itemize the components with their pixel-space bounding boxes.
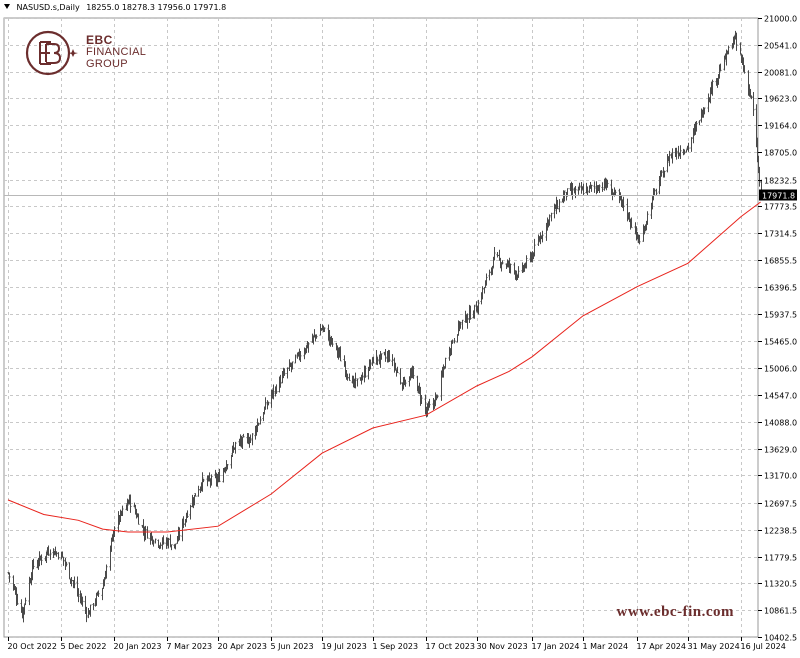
x-tick-label: 7 Mar 2023 [167, 642, 213, 651]
x-tick-label: 1 Mar 2024 [583, 642, 629, 651]
y-tick-label: 15465.0 [764, 338, 797, 347]
y-tick-label: 16855.5 [764, 257, 797, 266]
x-tick-label: 31 May 2024 [688, 642, 740, 651]
x-tick-label: 16 Jul 2024 [741, 642, 786, 651]
x-tick-label: 30 Nov 2023 [477, 642, 528, 651]
price-series [7, 30, 763, 623]
logo-line-2: FINANCIAL [86, 46, 147, 58]
y-tick-label: 12238.5 [764, 527, 797, 536]
y-tick-label: 14088.0 [764, 419, 797, 428]
axes: 21000.0 20541.0 20081.0 19623.0 19164.0 18705… [4, 15, 797, 651]
symbol-header: NASUSD.s,Daily 18255.0 18278.3 17956.0 1… [4, 3, 226, 12]
x-tick-label: 19 Jul 2023 [322, 642, 367, 651]
y-tick-label: 10402.5 [764, 634, 797, 643]
ohlc-values: 18255.0 18278.3 17956.0 17971.8 [86, 3, 227, 12]
x-tick-label: 5 Jun 2023 [271, 642, 314, 651]
y-tick-label: 19623.0 [764, 95, 797, 104]
y-tick-label: 20081.0 [764, 69, 797, 78]
y-tick-label: 18705.0 [764, 149, 797, 158]
y-tick-label: 12697.5 [764, 500, 797, 509]
y-tick-label: 17773.5 [764, 203, 797, 212]
y-tick-label: 15937.5 [764, 311, 797, 320]
y-tick-label: 15006.0 [764, 365, 797, 374]
y-tick-label: 19164.0 [764, 122, 797, 131]
x-tick-label: 20 Apr 2023 [218, 642, 267, 651]
x-tick-label: 5 Dec 2022 [61, 642, 107, 651]
x-tick-label: 20 Jan 2023 [114, 642, 162, 651]
y-tick-label: 20541.0 [764, 42, 797, 51]
y-tick-label: 11779.5 [764, 554, 797, 563]
current-price-badge [759, 189, 797, 201]
x-tick-label: 17 Apr 2024 [637, 642, 686, 651]
logo-line-1: EBC [86, 33, 113, 47]
current-price-label: 17971.8 [762, 192, 795, 201]
grid [3, 17, 759, 638]
x-tick-label: 20 Oct 2022 [8, 642, 57, 651]
y-tick-label: 16396.5 [764, 284, 797, 293]
y-tick-label: 14547.0 [764, 392, 797, 401]
dropdown-triangle-icon[interactable] [4, 4, 10, 9]
watermark-url: www.ebc-fin.com [616, 604, 734, 620]
x-tick-label: 1 Sep 2023 [373, 642, 419, 651]
y-tick-label: 13629.0 [764, 446, 797, 455]
x-tick-label: 17 Jan 2024 [532, 642, 580, 651]
y-tick-label: 17314.5 [764, 230, 797, 239]
y-tick-label: 11320.5 [764, 580, 797, 589]
y-tick-label: 21000.0 [764, 15, 797, 24]
ebc-monogram-icon [25, 30, 78, 76]
x-tick-label: 17 Oct 2023 [426, 642, 475, 651]
y-tick-label: 10861.5 [764, 607, 797, 616]
logo-line-3: GROUP [86, 58, 128, 70]
brand-logo: EBC FINANCIAL GROUP [24, 26, 164, 82]
y-tick-label: 18232.5 [764, 177, 797, 186]
symbol-label: NASUSD.s,Daily [16, 3, 80, 12]
y-tick-label: 13170.0 [764, 472, 797, 481]
moving-average-line [7, 201, 761, 533]
logo-text: EBC FINANCIAL GROUP [86, 34, 146, 70]
plot-frame [3, 17, 759, 638]
moving-average-series [7, 201, 761, 533]
